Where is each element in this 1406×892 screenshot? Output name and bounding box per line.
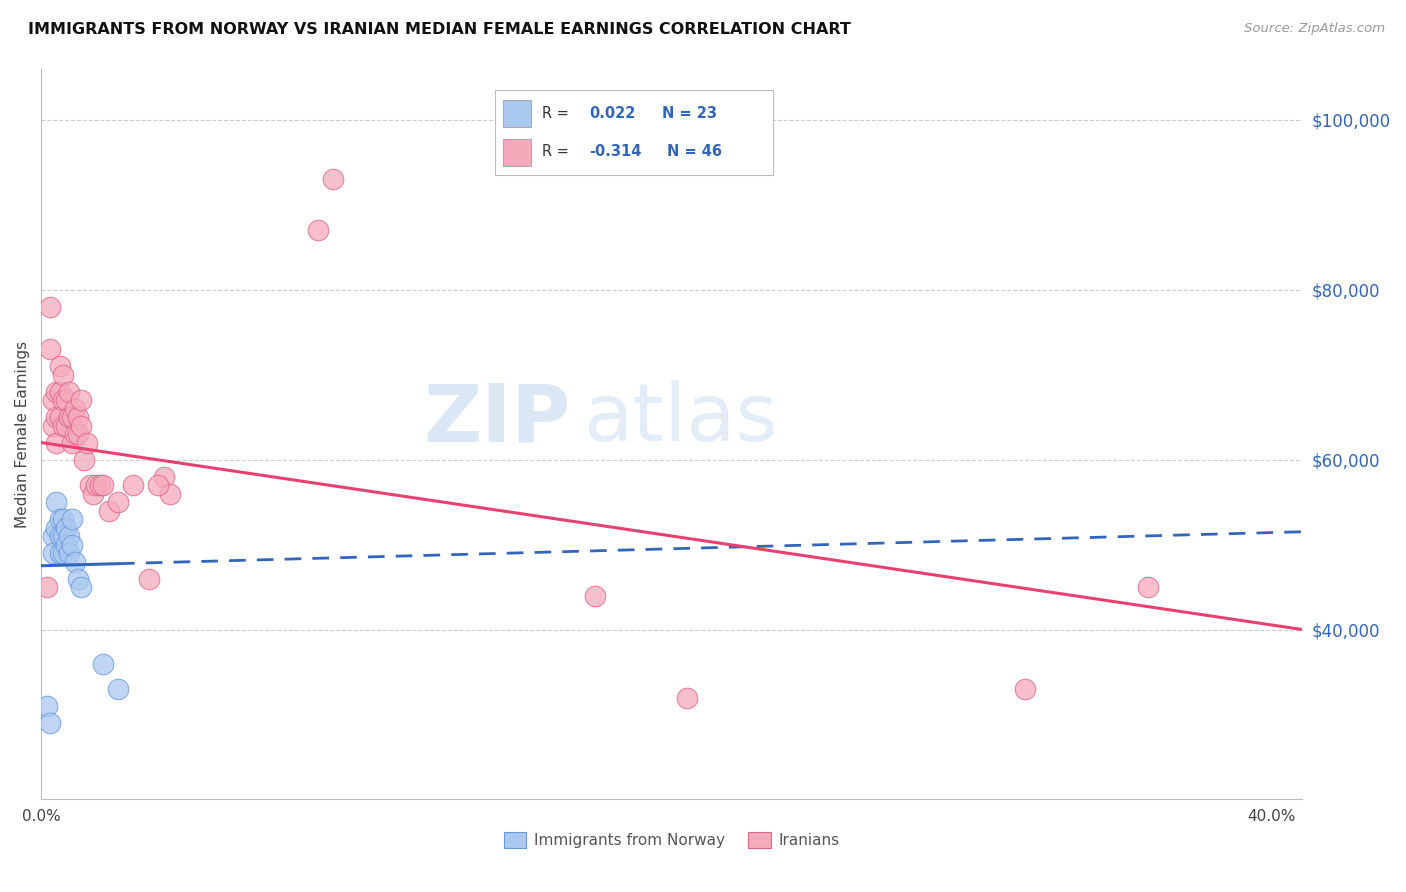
Point (676, 690, 699, 705)
Point (63, 554, 86, 568)
Point (52, 529, 75, 543)
Point (45, 495, 67, 509)
Point (307, 223, 329, 237)
Point (48, 529, 70, 543)
Point (107, 681, 129, 696)
Point (42, 529, 65, 543)
Point (63, 401, 86, 416)
Point (48, 384, 70, 399)
Point (52, 418, 75, 433)
Point (48, 546, 70, 560)
Point (146, 478, 169, 492)
Point (48, 512, 70, 526)
Point (39, 342, 62, 356)
Point (60, 409, 83, 424)
Point (45, 384, 67, 399)
Point (42, 392, 65, 407)
Point (70, 580, 93, 594)
Point (60, 435, 83, 450)
Point (73, 452, 96, 467)
Point (322, 172, 344, 186)
Point (52, 392, 75, 407)
Point (97, 503, 120, 517)
Point (91, 657, 114, 671)
Point (66, 409, 89, 424)
Point (37, 698, 59, 713)
Point (45, 409, 67, 424)
Point (39, 716, 62, 731)
Point (76, 435, 98, 450)
Point (52, 512, 75, 526)
Point (86, 478, 108, 492)
Point (55, 392, 77, 407)
Point (45, 435, 67, 450)
Legend: Immigrants from Norway, Iranians: Immigrants from Norway, Iranians (498, 826, 846, 854)
Point (58, 409, 80, 424)
Text: Source: ZipAtlas.com: Source: ZipAtlas.com (1244, 22, 1385, 36)
Point (58, 529, 80, 543)
Point (55, 520, 77, 534)
Point (52, 546, 75, 560)
Point (48, 409, 70, 424)
Point (48, 359, 70, 373)
Point (52, 368, 75, 382)
Text: IMMIGRANTS FROM NORWAY VS IRANIAN MEDIAN FEMALE EARNINGS CORRELATION CHART: IMMIGRANTS FROM NORWAY VS IRANIAN MEDIAN… (28, 22, 851, 37)
Point (45, 520, 67, 534)
Point (1014, 681, 1036, 696)
Text: atlas: atlas (583, 380, 778, 458)
Point (63, 427, 86, 442)
Point (55, 418, 77, 433)
Point (42, 546, 65, 560)
Point (55, 537, 77, 551)
Point (42, 418, 65, 433)
Point (58, 546, 80, 560)
Point (58, 384, 80, 399)
Point (91, 478, 114, 492)
Point (70, 418, 93, 433)
Point (82, 486, 104, 500)
Point (153, 469, 176, 483)
Point (66, 427, 89, 442)
Point (79, 478, 101, 492)
Text: ZIP: ZIP (423, 380, 571, 458)
Point (583, 589, 606, 603)
Point (66, 572, 89, 586)
Point (107, 495, 129, 509)
Point (138, 572, 160, 586)
Point (159, 486, 181, 500)
Point (37, 580, 59, 594)
Point (60, 512, 83, 526)
Point (122, 478, 145, 492)
Point (89, 478, 111, 492)
Point (70, 392, 93, 407)
Y-axis label: Median Female Earnings: Median Female Earnings (15, 341, 30, 527)
Point (60, 537, 83, 551)
Point (39, 300, 62, 314)
Point (1137, 580, 1160, 594)
